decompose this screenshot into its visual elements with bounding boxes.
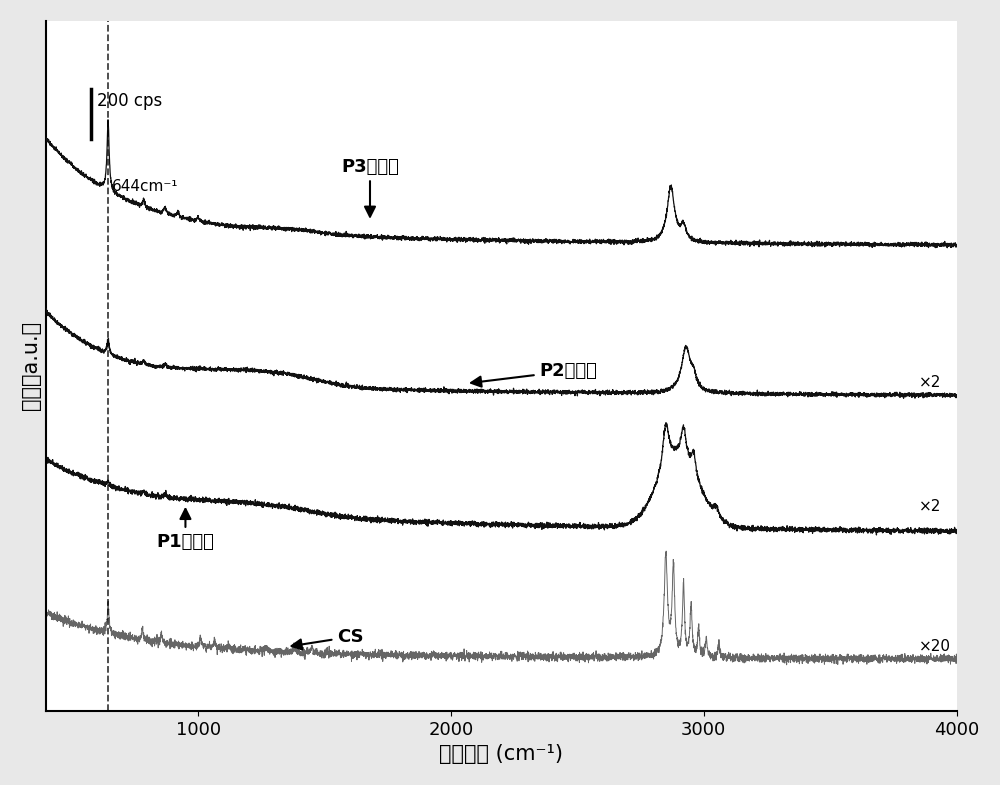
- Text: ×2: ×2: [919, 498, 941, 513]
- Y-axis label: 强度（a.u.）: 强度（a.u.）: [21, 321, 41, 411]
- Text: ×2: ×2: [919, 375, 941, 390]
- Text: 200 cps: 200 cps: [97, 92, 162, 110]
- Text: 644cm⁻¹: 644cm⁻¹: [112, 180, 178, 195]
- X-axis label: 拉曼位移 (cm⁻¹): 拉曼位移 (cm⁻¹): [439, 744, 563, 764]
- Text: ×20: ×20: [919, 639, 951, 655]
- Text: P2水凝胶: P2水凝胶: [471, 362, 597, 387]
- Text: P1水凝胶: P1水凝胶: [157, 509, 214, 550]
- Text: CS: CS: [292, 628, 364, 649]
- Text: P3水凝胶: P3水凝胶: [341, 158, 399, 217]
